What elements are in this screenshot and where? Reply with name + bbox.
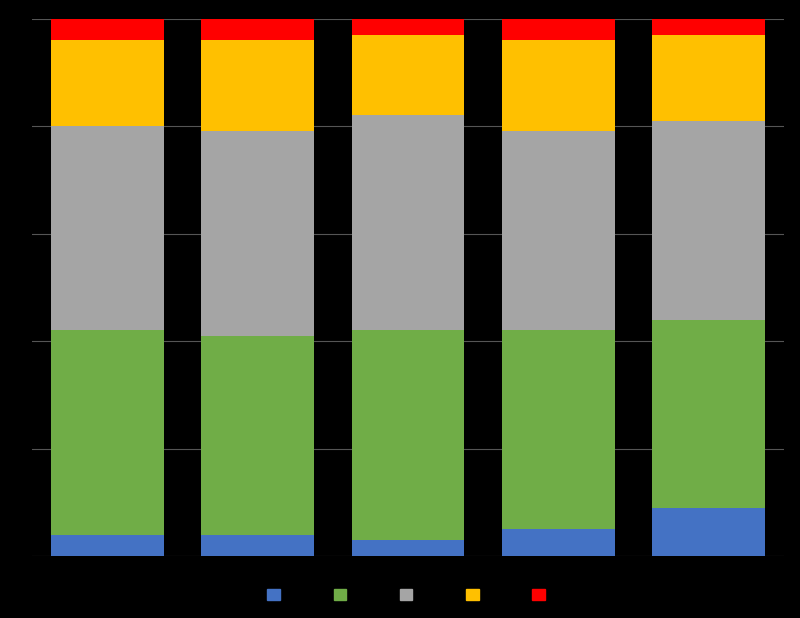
Bar bbox=[202, 336, 314, 535]
Bar bbox=[352, 116, 464, 331]
Bar bbox=[653, 121, 766, 320]
Bar bbox=[51, 331, 164, 535]
Bar bbox=[202, 132, 314, 336]
Bar bbox=[502, 40, 614, 132]
Bar bbox=[502, 132, 614, 331]
Legend: , , , , : , , , , bbox=[262, 584, 554, 607]
Bar bbox=[502, 19, 614, 40]
Bar bbox=[653, 320, 766, 508]
Bar bbox=[352, 540, 464, 556]
Bar bbox=[51, 126, 164, 331]
Bar bbox=[653, 19, 766, 35]
Bar bbox=[502, 529, 614, 556]
Bar bbox=[653, 35, 766, 121]
Bar bbox=[202, 19, 314, 40]
Bar bbox=[202, 40, 314, 132]
Bar bbox=[51, 40, 164, 126]
Bar bbox=[202, 535, 314, 556]
Bar bbox=[352, 35, 464, 116]
Bar bbox=[502, 331, 614, 529]
Bar bbox=[352, 331, 464, 540]
Bar bbox=[51, 19, 164, 40]
Bar bbox=[653, 508, 766, 556]
Bar bbox=[51, 535, 164, 556]
Bar bbox=[352, 19, 464, 35]
